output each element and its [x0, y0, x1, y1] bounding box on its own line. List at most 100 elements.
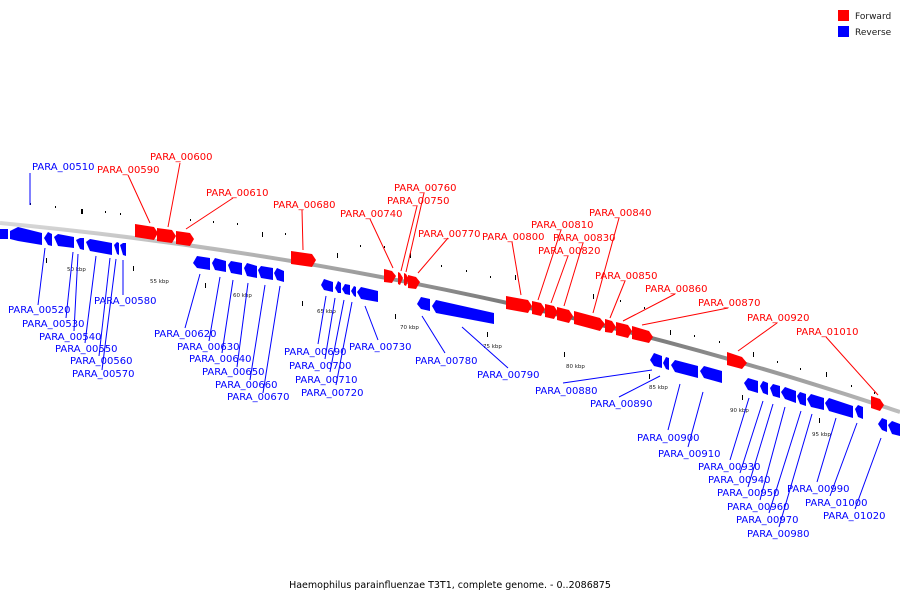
gene-arrow-reverse: [888, 421, 900, 436]
gene-arrow-forward: [291, 251, 316, 267]
gene-arrow-reverse: [335, 281, 341, 293]
gene-label-reverse: PARA_00730: [349, 342, 411, 353]
gene-label-reverse: PARA_00630: [177, 342, 239, 353]
tick-label: 85 kbp: [649, 385, 668, 391]
gene-label-forward: PARA_00770: [418, 229, 480, 240]
gene-arrow-reverse: [10, 227, 42, 245]
gene-label-reverse: PARA_00990: [787, 484, 849, 495]
gene-arrow-forward: [871, 396, 884, 411]
gene-arrow-forward: [727, 352, 747, 369]
gene-arrow-forward: [616, 322, 632, 338]
forward-callout-lines: [127, 162, 879, 396]
gene-arrow-reverse: [258, 266, 273, 280]
gene-label-forward: PARA_00870: [698, 298, 760, 309]
gene-label-reverse: PARA_00510: [32, 162, 94, 173]
forward-labels: PARA_00590 PARA_00600 PARA_00610 PARA_00…: [97, 152, 858, 338]
gene-arrow-reverse: [744, 378, 758, 393]
legend-forward-swatch: [838, 10, 849, 21]
tick-label: 80 kbp: [566, 364, 585, 370]
gene-arrow-reverse: [417, 297, 430, 311]
gene-arrow-reverse: [193, 256, 210, 270]
gene-arrow-reverse: [321, 279, 333, 292]
genome-caption: Haemophilus parainfluenzae T3T1, complet…: [289, 580, 611, 591]
legend-forward-label: Forward: [855, 12, 891, 22]
reverse-callout-lines: [29, 173, 882, 528]
gene-arrow-reverse: [432, 300, 494, 324]
gene-label-reverse: PARA_00790: [477, 370, 539, 381]
gene-label-reverse: PARA_00700: [289, 361, 351, 372]
gene-label-forward: PARA_00850: [595, 271, 657, 282]
gene-arrow-reverse: [825, 398, 853, 418]
gene-label-reverse: PARA_00930: [698, 462, 760, 473]
gene-arrow-forward: [176, 231, 194, 246]
gene-label-forward: PARA_00920: [747, 313, 809, 324]
tick-label: 55 kbp: [150, 279, 169, 285]
gene-label-reverse: PARA_01020: [823, 511, 885, 522]
gene-arrow-reverse: [663, 357, 669, 370]
gene-arrow-reverse: [797, 392, 806, 406]
gene-arrow-forward: [135, 224, 158, 240]
gene-label-reverse: PARA_00880: [535, 386, 597, 397]
gene-label-reverse: PARA_00530: [22, 319, 84, 330]
gene-arrow-reverse: [351, 286, 356, 297]
gene-arrow-reverse: [781, 387, 796, 403]
genome-backbone: [0, 221, 900, 414]
gene-arrow-reverse: [671, 360, 698, 378]
gene-label-reverse: PARA_00720: [301, 388, 363, 399]
gene-label-forward: PARA_00600: [150, 152, 212, 163]
gene-label-reverse: PARA_00890: [590, 399, 652, 410]
gene-arrow-forward: [605, 319, 616, 333]
gene-arrow-forward: [404, 273, 409, 286]
gene-label-forward: PARA_00590: [97, 165, 159, 176]
gene-arrow-reverse: [114, 242, 119, 255]
tick-label: 70 kbp: [400, 325, 419, 331]
gene-label-reverse: PARA_00900: [637, 433, 699, 444]
gene-label-reverse: PARA_00670: [227, 392, 289, 403]
gene-arrow-reverse: [357, 287, 378, 302]
gene-arrow-forward: [384, 269, 396, 283]
tick-label: 95 kbp: [812, 432, 831, 438]
gene-arrow-reverse: [855, 405, 863, 419]
gene-label-forward: PARA_00810: [531, 220, 593, 231]
gene-arrow-forward: [574, 311, 605, 331]
gene-arrow-reverse: [212, 258, 226, 272]
gene-label-reverse: PARA_00940: [708, 475, 770, 486]
gene-label-reverse: PARA_00570: [72, 369, 134, 380]
gene-arrow-forward: [632, 326, 653, 343]
gene-arrow-reverse: [878, 418, 887, 432]
tick-label: 75 kbp: [483, 344, 502, 350]
reverse-labels: PARA_00510 PARA_00520 PARA_00530 PARA_00…: [8, 162, 885, 540]
tick-label: 90 kbp: [730, 408, 749, 414]
gene-label-reverse: PARA_00910: [658, 449, 720, 460]
gene-label-forward: PARA_00830: [553, 233, 615, 244]
gene-label-reverse: PARA_00690: [284, 347, 346, 358]
minor-ticks: [30, 203, 875, 423]
gene-arrow-forward: [506, 296, 532, 313]
gene-label-reverse: PARA_00650: [202, 367, 264, 378]
gene-arrow-reverse: [228, 261, 242, 275]
gene-label-forward: PARA_00740: [340, 209, 402, 220]
gene-arrow-reverse: [86, 239, 112, 255]
gene-label-forward: PARA_00750: [387, 196, 449, 207]
gene-arrow-reverse: [120, 243, 126, 256]
gene-label-reverse: PARA_00560: [70, 356, 132, 367]
gene-label-reverse: PARA_00640: [189, 354, 251, 365]
gene-label-reverse: PARA_00960: [727, 502, 789, 513]
gene-label-forward: PARA_00860: [645, 284, 707, 295]
gene-arrow-reverse: [700, 366, 722, 383]
tick-label: 60 kbp: [233, 293, 252, 299]
gene-arrow-reverse: [244, 263, 257, 278]
gene-arrow-reverse: [770, 384, 780, 398]
gene-arrow-forward: [545, 304, 558, 319]
tick-label: 65 kbp: [317, 309, 336, 315]
gene-label-forward: PARA_00800: [482, 232, 544, 243]
gene-label-forward: PARA_00610: [206, 188, 268, 199]
gene-arrow-reverse: [650, 353, 662, 368]
gene-arrow-reverse: [0, 229, 8, 239]
gene-label-reverse: PARA_00540: [39, 332, 101, 343]
gene-arrow-reverse: [342, 284, 350, 295]
gene-label-reverse: PARA_00620: [154, 329, 216, 340]
gene-label-reverse: PARA_00980: [747, 529, 809, 540]
legend-reverse-label: Reverse: [855, 28, 892, 38]
